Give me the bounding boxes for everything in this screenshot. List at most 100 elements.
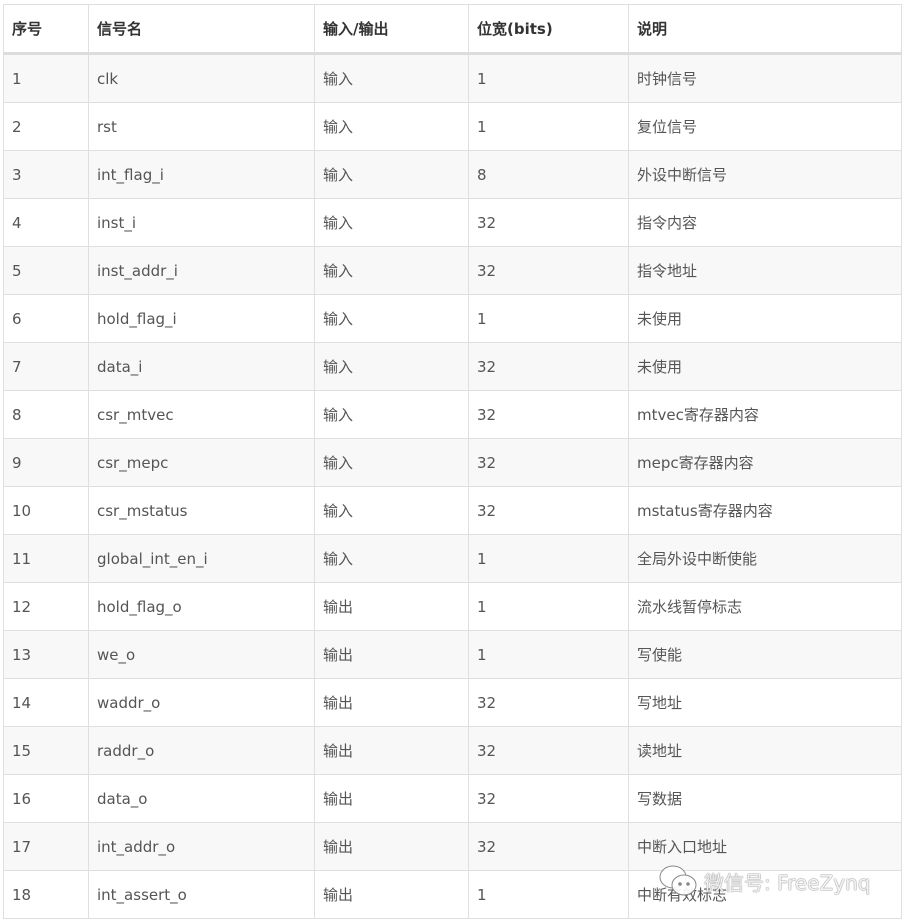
cell-description: 未使用 bbox=[628, 342, 902, 391]
cell-signal-name: csr_mtvec bbox=[88, 390, 315, 439]
cell-signal-name: data_i bbox=[88, 342, 315, 391]
cell-width: 8 bbox=[468, 150, 629, 199]
cell-description: 写数据 bbox=[628, 774, 902, 823]
cell-description: 指令内容 bbox=[628, 198, 902, 247]
cell-direction: 输出 bbox=[314, 822, 469, 871]
cell-signal-name: inst_addr_i bbox=[88, 246, 315, 295]
cell-signal-name: inst_i bbox=[88, 198, 315, 247]
cell-signal-name: int_assert_o bbox=[88, 870, 315, 919]
cell-direction: 输入 bbox=[314, 294, 469, 343]
cell-description: mtvec寄存器内容 bbox=[628, 390, 902, 439]
table-row: 10 csr_mstatus 输入 32 mstatus寄存器内容 bbox=[3, 486, 902, 535]
header-signal-name: 信号名 bbox=[88, 4, 315, 55]
cell-description: 复位信号 bbox=[628, 102, 902, 151]
signal-table: 序号 信号名 输入/输出 位宽(bits) 说明 1 clk 输入 1 时钟信号 2 rst… bbox=[3, 4, 902, 919]
cell-width: 1 bbox=[468, 870, 629, 919]
cell-width: 1 bbox=[468, 630, 629, 679]
cell-width: 32 bbox=[468, 678, 629, 727]
cell-signal-name: int_addr_o bbox=[88, 822, 315, 871]
cell-direction: 输出 bbox=[314, 582, 469, 631]
cell-index: 7 bbox=[3, 342, 89, 391]
cell-width: 32 bbox=[468, 390, 629, 439]
header-row: 序号 信号名 输入/输出 位宽(bits) 说明 bbox=[3, 4, 902, 55]
cell-index: 11 bbox=[3, 534, 89, 583]
cell-signal-name: global_int_en_i bbox=[88, 534, 315, 583]
cell-width: 32 bbox=[468, 774, 629, 823]
cell-description: 时钟信号 bbox=[628, 53, 902, 103]
cell-direction: 输入 bbox=[314, 198, 469, 247]
cell-direction: 输入 bbox=[314, 390, 469, 439]
header-index: 序号 bbox=[3, 4, 89, 55]
cell-width: 32 bbox=[468, 246, 629, 295]
cell-width: 32 bbox=[468, 198, 629, 247]
cell-signal-name: csr_mepc bbox=[88, 438, 315, 487]
cell-direction: 输入 bbox=[314, 534, 469, 583]
table-row: 7 data_i 输入 32 未使用 bbox=[3, 342, 902, 391]
cell-description: 写使能 bbox=[628, 630, 902, 679]
cell-description: 中断入口地址 bbox=[628, 822, 902, 871]
table-row: 2 rst 输入 1 复位信号 bbox=[3, 102, 902, 151]
table-row: 14 waddr_o 输出 32 写地址 bbox=[3, 678, 902, 727]
cell-signal-name: clk bbox=[88, 53, 315, 103]
table-row: 8 csr_mtvec 输入 32 mtvec寄存器内容 bbox=[3, 390, 902, 439]
cell-index: 2 bbox=[3, 102, 89, 151]
cell-index: 16 bbox=[3, 774, 89, 823]
cell-direction: 输出 bbox=[314, 630, 469, 679]
cell-index: 4 bbox=[3, 198, 89, 247]
cell-signal-name: waddr_o bbox=[88, 678, 315, 727]
cell-description: 流水线暂停标志 bbox=[628, 582, 902, 631]
cell-description: 全局外设中断使能 bbox=[628, 534, 902, 583]
table-row: 6 hold_flag_i 输入 1 未使用 bbox=[3, 294, 902, 343]
cell-index: 17 bbox=[3, 822, 89, 871]
cell-direction: 输入 bbox=[314, 150, 469, 199]
cell-direction: 输入 bbox=[314, 53, 469, 103]
cell-index: 14 bbox=[3, 678, 89, 727]
cell-width: 32 bbox=[468, 342, 629, 391]
cell-index: 5 bbox=[3, 246, 89, 295]
cell-index: 12 bbox=[3, 582, 89, 631]
table-row: 5 inst_addr_i 输入 32 指令地址 bbox=[3, 246, 902, 295]
wechat-icon bbox=[658, 864, 698, 898]
cell-direction: 输出 bbox=[314, 870, 469, 919]
cell-index: 18 bbox=[3, 870, 89, 919]
table-row: 15 raddr_o 输出 32 读地址 bbox=[3, 726, 902, 775]
cell-width: 32 bbox=[468, 486, 629, 535]
header-direction: 输入/输出 bbox=[314, 4, 469, 55]
table-row: 1 clk 输入 1 时钟信号 bbox=[3, 53, 902, 103]
cell-direction: 输出 bbox=[314, 726, 469, 775]
cell-signal-name: data_o bbox=[88, 774, 315, 823]
cell-width: 32 bbox=[468, 438, 629, 487]
cell-width: 1 bbox=[468, 102, 629, 151]
cell-index: 1 bbox=[3, 53, 89, 103]
cell-signal-name: hold_flag_i bbox=[88, 294, 315, 343]
cell-direction: 输出 bbox=[314, 678, 469, 727]
cell-index: 9 bbox=[3, 438, 89, 487]
watermark-text: 微信号: FreeZynq bbox=[704, 870, 871, 895]
cell-direction: 输入 bbox=[314, 342, 469, 391]
cell-description: 未使用 bbox=[628, 294, 902, 343]
table-row: 12 hold_flag_o 输出 1 流水线暂停标志 bbox=[3, 582, 902, 631]
cell-description: mstatus寄存器内容 bbox=[628, 486, 902, 535]
header-width: 位宽(bits) bbox=[468, 4, 629, 55]
cell-signal-name: rst bbox=[88, 102, 315, 151]
cell-direction: 输入 bbox=[314, 246, 469, 295]
cell-index: 3 bbox=[3, 150, 89, 199]
cell-width: 32 bbox=[468, 822, 629, 871]
table-row: 16 data_o 输出 32 写数据 bbox=[3, 774, 902, 823]
table-row: 17 int_addr_o 输出 32 中断入口地址 bbox=[3, 822, 902, 871]
cell-index: 6 bbox=[3, 294, 89, 343]
cell-direction: 输入 bbox=[314, 438, 469, 487]
cell-signal-name: hold_flag_o bbox=[88, 582, 315, 631]
cell-signal-name: csr_mstatus bbox=[88, 486, 315, 535]
cell-width: 1 bbox=[468, 534, 629, 583]
cell-description: mepc寄存器内容 bbox=[628, 438, 902, 487]
cell-description: 读地址 bbox=[628, 726, 902, 775]
cell-direction: 输入 bbox=[314, 486, 469, 535]
cell-index: 15 bbox=[3, 726, 89, 775]
table-row: 9 csr_mepc 输入 32 mepc寄存器内容 bbox=[3, 438, 902, 487]
cell-description: 写地址 bbox=[628, 678, 902, 727]
cell-width: 1 bbox=[468, 53, 629, 103]
table-row: 3 int_flag_i 输入 8 外设中断信号 bbox=[3, 150, 902, 199]
cell-width: 1 bbox=[468, 582, 629, 631]
